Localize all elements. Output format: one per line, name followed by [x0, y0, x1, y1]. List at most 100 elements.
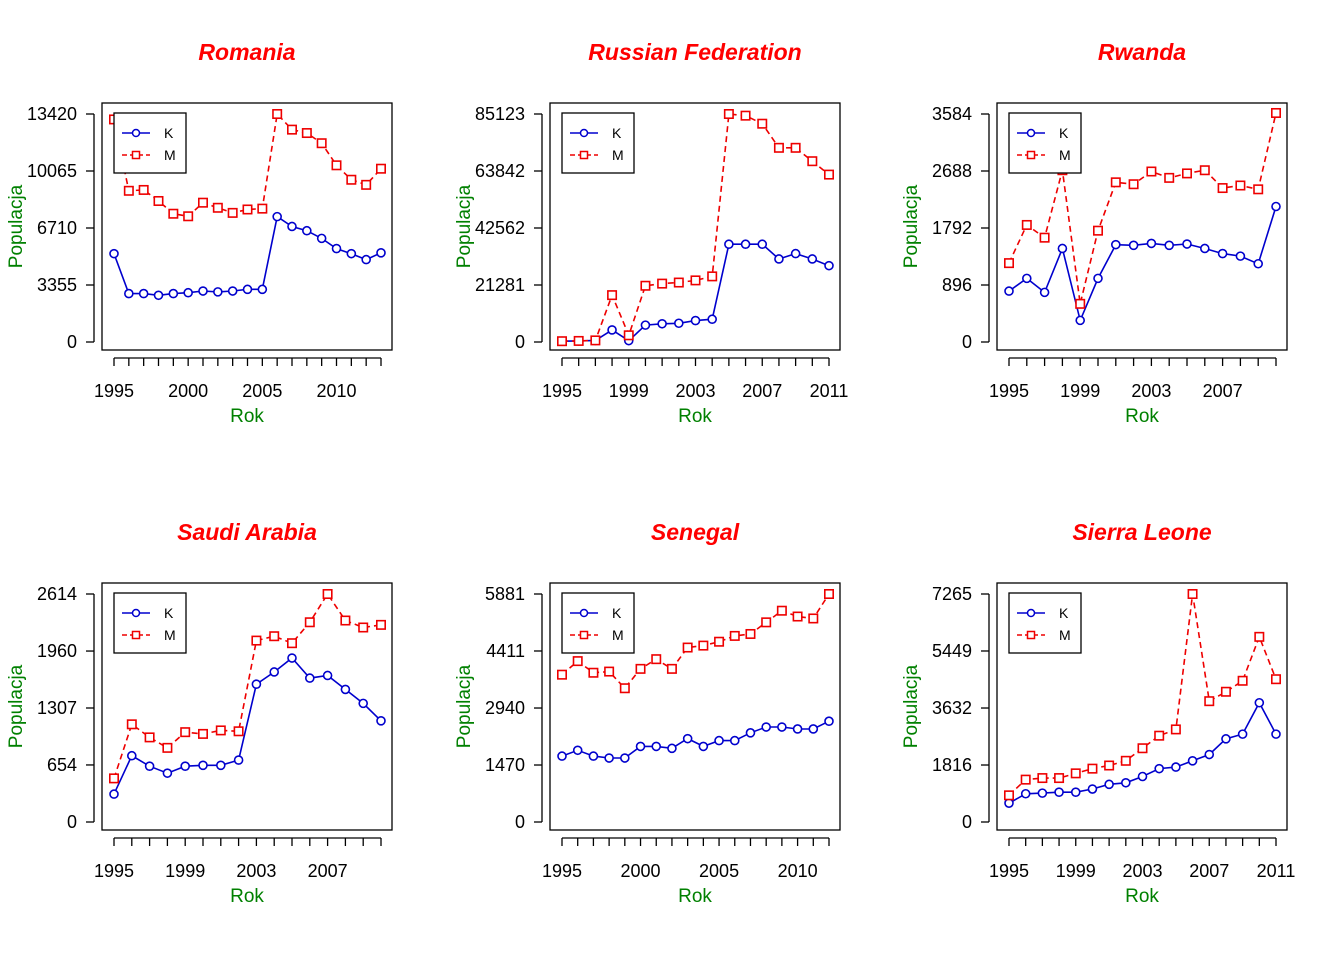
data-point-M [682, 642, 693, 653]
data-point-M [183, 211, 194, 222]
x-tick-label: 2000 [168, 381, 208, 401]
chart-title: Sierra Leone [1072, 519, 1212, 545]
y-tick-label: 3355 [37, 275, 77, 295]
x-tick-label: 2011 [1257, 861, 1296, 881]
data-point-M [588, 667, 599, 678]
data-point-M [168, 208, 179, 219]
data-point-K [376, 248, 386, 258]
y-tick-label: 85123 [475, 104, 525, 124]
legend: KM [113, 112, 187, 174]
data-point-M [123, 185, 134, 196]
y-axis-label: Populacja [6, 664, 27, 748]
y-tick-label: 4411 [486, 641, 525, 661]
data-point-M [640, 280, 651, 291]
data-point-M [1039, 232, 1050, 243]
data-point-M [698, 640, 709, 651]
legend-marker-K [131, 608, 141, 618]
data-point-K [233, 755, 244, 765]
data-point-K [144, 761, 155, 771]
data-point-M [331, 160, 342, 171]
data-point-K [302, 225, 312, 236]
data-point-M [1237, 675, 1248, 686]
data-point-M [301, 128, 312, 139]
data-point-M [212, 202, 223, 213]
data-point-M [635, 663, 646, 674]
data-point-M [573, 335, 584, 346]
data-point-K [674, 318, 684, 329]
legend-label-K: K [1059, 605, 1069, 621]
x-axis-label: Rok [230, 886, 264, 907]
data-point-M [1154, 730, 1165, 741]
data-point-M [761, 617, 772, 628]
data-point-K [109, 789, 119, 799]
plot-frame [996, 102, 1288, 351]
data-point-M [1254, 631, 1265, 642]
x-axis-label: Rok [230, 406, 264, 427]
data-point-K [1271, 201, 1281, 212]
data-point-K [790, 248, 801, 259]
data-point-K [1054, 787, 1064, 797]
data-point-K [724, 239, 734, 250]
data-point-K [1037, 788, 1048, 798]
y-tick-label: 896 [942, 275, 972, 295]
data-point-K [774, 254, 784, 264]
data-point-K [657, 318, 667, 329]
data-point-M [1204, 696, 1215, 707]
x-tick-label: 1995 [542, 381, 582, 401]
data-point-M [1020, 774, 1031, 785]
data-point-K [216, 760, 226, 771]
series-line-K [1008, 206, 1277, 323]
data-point-K [272, 211, 282, 222]
data-point-M [1187, 588, 1198, 599]
data-point-K [604, 753, 614, 763]
y-axis-label: Populacja [454, 184, 475, 268]
data-point-K [1253, 258, 1263, 269]
data-point-K [376, 716, 386, 726]
data-point-M [1003, 790, 1014, 801]
series-line-K [113, 215, 382, 297]
series-line-K [561, 243, 830, 342]
y-tick-label: 6710 [37, 218, 77, 238]
data-point-M [1128, 179, 1139, 190]
x-tick-label: 2005 [242, 381, 282, 401]
data-point-K [331, 243, 342, 254]
y-tick-label: 0 [962, 332, 972, 352]
data-point-M [233, 726, 244, 737]
data-point-K [1154, 763, 1164, 774]
data-point-K [698, 741, 709, 752]
y-tick-label: 0 [67, 812, 77, 832]
data-point-M [572, 656, 583, 667]
chart-panel: Sierra Leone 1995 1999 2003 2007 2011 0 1816 363… [901, 519, 1295, 907]
data-point-M [109, 773, 120, 784]
data-point-M [138, 184, 149, 195]
data-point-K [1171, 762, 1181, 772]
y-axis-label: Populacja [901, 184, 922, 268]
data-point-M [657, 278, 668, 289]
data-point-K [361, 254, 371, 265]
legend-marker-M [579, 150, 589, 160]
data-point-M [619, 683, 630, 694]
data-point-K [198, 286, 208, 296]
data-point-K [707, 314, 717, 325]
y-tick-label: 7265 [932, 584, 972, 604]
data-point-K [1271, 729, 1281, 739]
data-point-M [227, 207, 238, 218]
data-point-M [1137, 743, 1148, 754]
chart-panel: Senegal 1995 2000 2005 2010 0 1470 2940 4411 5881… [454, 519, 841, 907]
data-point-K [1121, 777, 1131, 788]
data-point-K [557, 751, 567, 761]
legend-label-K: K [164, 125, 174, 141]
data-point-K [346, 248, 357, 259]
legend-marker-K [131, 128, 141, 138]
x-tick-label: 1999 [609, 381, 649, 401]
data-point-K [1004, 798, 1014, 808]
data-point-K [269, 667, 280, 677]
data-point-K [127, 750, 137, 761]
y-tick-label: 1307 [37, 698, 77, 718]
data-point-K [607, 325, 617, 335]
legend-marker-M [131, 630, 141, 640]
data-point-M [1054, 773, 1065, 784]
data-point-M [198, 728, 209, 739]
chart-title: Russian Federation [588, 39, 801, 65]
